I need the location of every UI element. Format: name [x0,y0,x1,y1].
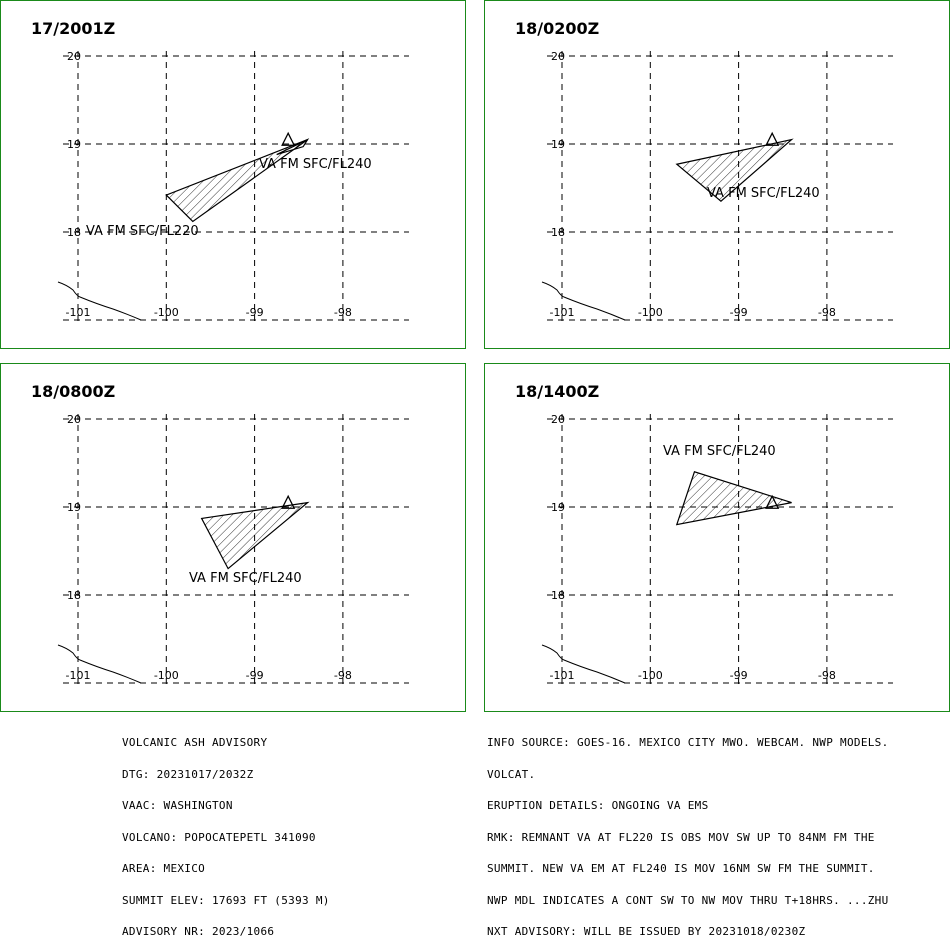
lat-tick-label: 18 [67,589,81,602]
footer-line: VOLCANIC ASH ADVISORY [122,736,268,749]
coastline [57,644,142,684]
coastline [57,281,142,321]
panel-time: 18/0200Z [515,19,600,38]
footer-line: VOLCAT. [487,767,536,781]
footer-line: ERUPTION DETAILS: ONGOING VA EMS [487,799,709,812]
footer-line: NXT ADVISORY: WILL BE ISSUED BY 20231018… [487,925,806,938]
lon-tick-label: -99 [246,669,264,682]
footer-line: AREA: MEXICO [122,862,206,875]
lat-tick-label: 20 [67,50,81,63]
advisory-header: VOLCANIC ASH ADVISORY DTG: 20231017/2032… [122,717,330,948]
lon-tick-label: -100 [638,669,663,682]
footer-line: INFO SOURCE: GOES-16. MEXICO CITY MWO. W… [487,736,889,749]
lon-tick-label: -99 [730,669,748,682]
volcano-icon [765,494,780,509]
map-canvas: 20 19 18 -101 -100 -99 -98 VA FM SFC/FL240 [57,413,409,686]
lon-tick-label: -101 [66,306,91,319]
lon-tick-label: -98 [818,669,836,682]
footer-line: VOLCANO: POPOCATEPETL 341090 [122,830,316,844]
lon-tick-label: -98 [334,669,352,682]
ash-cloud-area [675,471,792,526]
footer-line: SUMMIT. NEW VA EM AT FL240 IS MOV 16NM S… [487,862,875,875]
lat-tick-label: 19 [67,501,81,514]
map-panel-4: 20 19 18 -101 -100 -99 -98 VA FM SFC/FL240 18/1… [484,363,950,712]
advisory-remarks: INFO SOURCE: GOES-16. MEXICO CITY MWO. W… [487,717,889,948]
lon-tick-label: -98 [334,306,352,319]
lat-tick-label: 19 [551,501,565,514]
footer-line: NWP MDL INDICATES A CONT SW TO NW MOV TH… [487,893,889,907]
footer-line: DTG: 20231017/2032Z [122,767,254,781]
footer-line: RMK: REMNANT VA AT FL220 IS OBS MOV SW U… [487,830,875,844]
volcano-icon [765,131,780,146]
lat-tick-label: 19 [551,138,565,151]
ash-area-label: VA FM SFC/FL240 [663,444,776,459]
lon-tick-label: -101 [550,669,575,682]
lat-tick-label: 18 [551,226,565,239]
footer-line: ADVISORY NR: 2023/1066 [122,925,275,938]
ash-area-label: VA FM SFC/FL240 [259,157,372,172]
volcano-icon [281,131,296,146]
map-panel-1: 20 19 18 -101 -100 -99 -98 VA FM SFC/FL240 VA FM… [0,0,466,349]
lon-tick-label: -98 [818,306,836,319]
map-canvas: 20 19 18 -101 -100 -99 -98 VA FM SFC/FL240 [541,413,893,686]
lon-tick-label: -100 [154,669,179,682]
panel-time: 18/0800Z [31,382,116,401]
lat-tick-label: 18 [551,589,565,602]
map-panel-2: 20 19 18 -101 -100 -99 -98 VA FM SFC/FL240 18/0… [484,0,950,349]
ash-cloud-area [165,139,308,223]
ash-area-label: VA FM SFC/FL240 [707,186,820,201]
footer-line: VAAC: WASHINGTON [122,799,233,812]
volcano-icon [281,494,296,509]
map-canvas: 20 19 18 -101 -100 -99 -98 VA FM SFC/FL240 [541,50,893,323]
panel-time: 18/1400Z [515,382,600,401]
footer-line: SUMMIT ELEV: 17693 FT (5393 M) [122,893,330,907]
coastline [541,281,626,321]
lon-tick-label: -101 [550,306,575,319]
map-canvas: 20 19 18 -101 -100 -99 -98 VA FM SFC/FL240 VA FM… [57,50,409,323]
ash-area-label: VA FM SFC/FL240 [189,571,302,586]
lon-tick-label: -99 [730,306,748,319]
coastline [541,644,626,684]
panel-time: 17/2001Z [31,19,116,38]
lat-tick-label: 20 [551,50,565,63]
lon-tick-label: -100 [638,306,663,319]
ash-cloud-area [200,501,310,570]
map-panel-3: 20 19 18 -101 -100 -99 -98 VA FM SFC/FL240 18/0… [0,363,466,712]
lat-tick-label: 20 [67,413,81,426]
ash-area-label: VA FM SFC/FL220 [86,224,199,239]
lon-tick-label: -101 [66,669,91,682]
ash-cloud-area [675,138,794,202]
lon-tick-label: -99 [246,306,264,319]
lat-tick-label: 20 [551,413,565,426]
lat-tick-label: 18 [67,226,81,239]
lat-tick-label: 19 [67,138,81,151]
lon-tick-label: -100 [154,306,179,319]
